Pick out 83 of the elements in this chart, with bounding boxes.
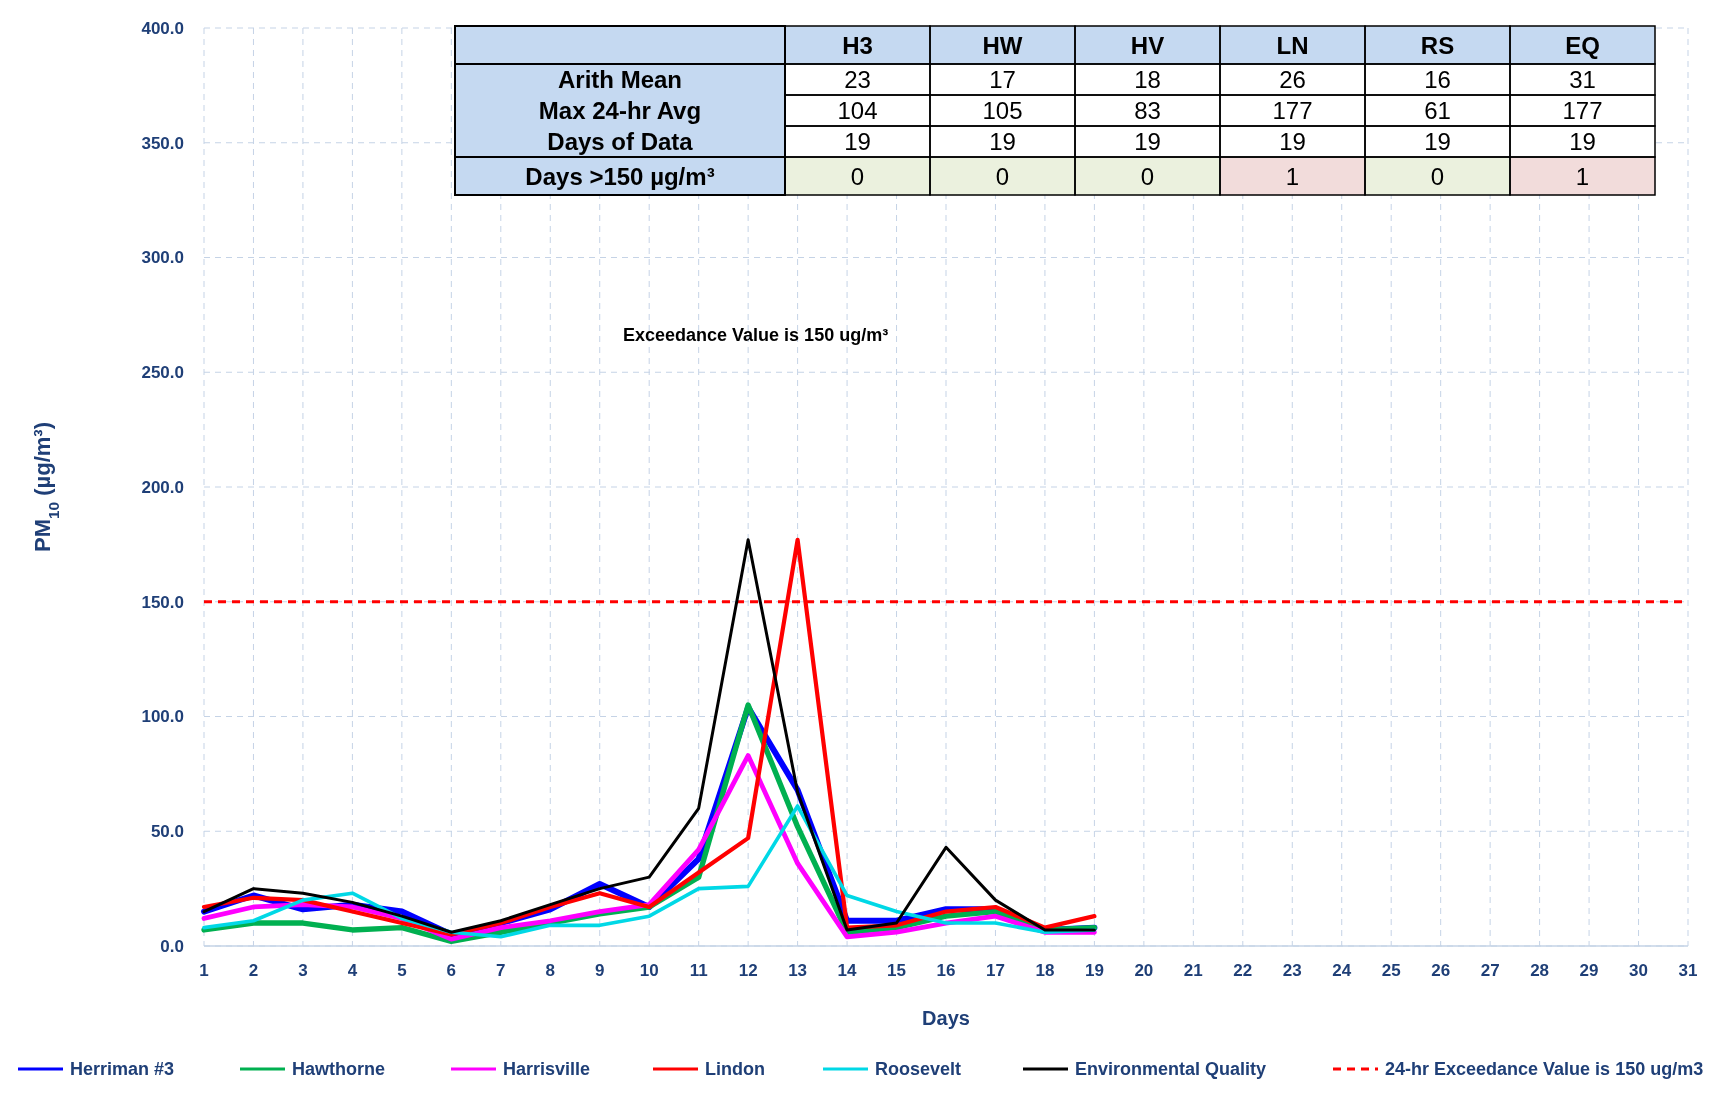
annotation: 23 <box>844 66 871 94</box>
annotation: Days of Data <box>547 128 694 156</box>
x-tick-label: 20 <box>1134 961 1154 980</box>
annotation: 105 <box>982 97 1023 125</box>
annotation: 19 <box>1134 128 1161 156</box>
x-tick-label: 21 <box>1183 961 1203 980</box>
x-tick-label: 11 <box>689 961 708 980</box>
x-tick-label: 10 <box>639 961 659 980</box>
annotation: Days >150 µg/m³ <box>525 162 715 190</box>
annotation: HV <box>1130 31 1165 59</box>
annotation: 0 <box>995 162 1010 190</box>
x-tick-label: 22 <box>1233 961 1253 980</box>
annotation: 1 <box>1575 162 1590 190</box>
annotation: 19 <box>989 128 1016 156</box>
annotation: 104 <box>837 97 878 125</box>
x-tick-label: 23 <box>1282 961 1302 980</box>
legend-label: Herriman #3 <box>70 1059 175 1080</box>
legend-label: Hawthorne <box>292 1059 386 1080</box>
y-tick-label: 50.0 <box>150 822 184 842</box>
x-tick-label: 3 <box>298 961 308 980</box>
annotation: 0 <box>850 162 865 190</box>
annotation: 19 <box>1279 128 1306 156</box>
x-tick-label: 15 <box>887 961 906 980</box>
legend-label: 24-hr Exceedance Value is 150 ug/m3 <box>1385 1059 1704 1080</box>
annotation: 31 <box>1569 66 1596 94</box>
x-tick-label: 31 <box>1678 961 1698 980</box>
x-tick-label: 25 <box>1381 961 1401 980</box>
x-tick-label: 14 <box>837 961 858 980</box>
x-tick-label: 24 <box>1332 961 1352 980</box>
y-tick-label: 0.0 <box>160 936 184 956</box>
x-axis-title: Days <box>922 1007 970 1029</box>
annotation: 61 <box>1424 97 1451 125</box>
annotation: 177 <box>1562 97 1603 125</box>
x-tick-label: 4 <box>347 961 358 980</box>
y-tick-label: 400.0 <box>141 18 184 38</box>
x-tick-label: 2 <box>248 961 259 980</box>
y-tick-label: 200.0 <box>141 477 184 497</box>
annotation: 1 <box>1285 162 1300 190</box>
x-tick-label: 8 <box>545 961 555 980</box>
annotation: RS <box>1420 31 1455 59</box>
annotation: 83 <box>1134 97 1161 125</box>
annotation: EQ <box>1565 31 1600 59</box>
annotation: 18 <box>1134 66 1161 94</box>
x-tick-label: 1 <box>199 961 209 980</box>
y-tick-label: 250.0 <box>141 363 184 383</box>
y-tick-label: 150.0 <box>141 592 184 612</box>
annotation: H3 <box>842 31 873 59</box>
annotation: LN <box>1276 31 1309 59</box>
annotation: Max 24-hr Avg <box>538 97 702 125</box>
x-tick-label: 28 <box>1530 961 1550 980</box>
x-tick-label: 12 <box>738 961 758 980</box>
annotation: HW <box>982 31 1023 59</box>
x-tick-label: 17 <box>986 961 1005 980</box>
y-tick-label: 300.0 <box>141 248 184 268</box>
x-tick-label: 9 <box>595 961 605 980</box>
annotation: Exceedance Value is 150 ug/m³ <box>623 325 889 345</box>
x-tick-label: 19 <box>1084 961 1104 980</box>
annotation: 0 <box>1140 162 1155 190</box>
x-tick-label: 26 <box>1431 961 1451 980</box>
annotation: 16 <box>1424 66 1451 94</box>
legend-label: Environmental Quality <box>1075 1059 1267 1080</box>
x-tick-label: 27 <box>1480 961 1500 980</box>
y-tick-label: 350.0 <box>141 133 184 153</box>
x-tick-label: 7 <box>496 961 506 980</box>
x-tick-label: 29 <box>1579 961 1599 980</box>
legend-label: Lindon <box>705 1059 765 1080</box>
x-tick-label: 16 <box>936 961 956 980</box>
y-tick-label: 100.0 <box>141 707 184 727</box>
annotation: 0 <box>1430 162 1445 190</box>
legend-label: Roosevelt <box>875 1059 962 1080</box>
x-tick-label: 18 <box>1035 961 1055 980</box>
x-tick-label: 5 <box>397 961 407 980</box>
x-tick-label: 30 <box>1629 961 1648 980</box>
annotation: 19 <box>1424 128 1451 156</box>
x-tick-label: 6 <box>446 961 457 980</box>
annotation: 177 <box>1272 97 1313 125</box>
annotation: 26 <box>1279 66 1306 94</box>
annotation: 19 <box>844 128 871 156</box>
annotation: 17 <box>989 66 1016 94</box>
annotation: 19 <box>1569 128 1596 156</box>
legend-label: Harrisville <box>503 1059 591 1080</box>
annotation: Arith Mean <box>557 66 683 94</box>
x-tick-label: 13 <box>788 961 808 980</box>
